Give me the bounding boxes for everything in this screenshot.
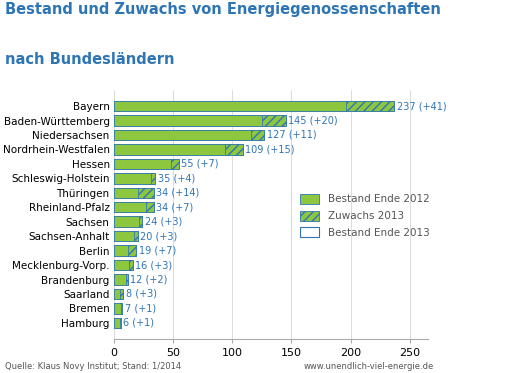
- Text: nach Bundesländern: nach Bundesländern: [5, 52, 174, 67]
- Text: www.unendlich-viel-energie.de: www.unendlich-viel-energie.de: [303, 362, 433, 371]
- Bar: [114, 303, 122, 314]
- Bar: [125, 274, 128, 285]
- Text: 6 (+1): 6 (+1): [123, 318, 154, 328]
- Text: 24 (+3): 24 (+3): [144, 217, 181, 227]
- Bar: [114, 115, 285, 126]
- Bar: [114, 144, 225, 155]
- Bar: [261, 115, 285, 126]
- Bar: [114, 318, 120, 328]
- Bar: [114, 101, 393, 111]
- Bar: [114, 115, 261, 126]
- Text: 8 (+3): 8 (+3): [125, 289, 157, 299]
- Bar: [114, 130, 264, 140]
- Legend: Bestand Ende 2012, Zuwachs 2013, Bestand Ende 2013: Bestand Ende 2012, Zuwachs 2013, Bestand…: [296, 190, 433, 242]
- Bar: [114, 216, 142, 227]
- Text: 109 (+15): 109 (+15): [245, 144, 294, 154]
- Bar: [114, 202, 145, 213]
- Bar: [137, 188, 154, 198]
- Bar: [170, 159, 179, 169]
- Bar: [114, 231, 137, 241]
- Bar: [114, 245, 128, 256]
- Text: 20 (+3): 20 (+3): [139, 231, 177, 241]
- Bar: [114, 173, 150, 184]
- Bar: [114, 130, 250, 140]
- Bar: [114, 260, 132, 270]
- Bar: [114, 188, 137, 198]
- Text: 16 (+3): 16 (+3): [135, 260, 172, 270]
- Bar: [114, 274, 128, 285]
- Text: 34 (+7): 34 (+7): [156, 202, 193, 212]
- Text: 237 (+41): 237 (+41): [396, 101, 445, 111]
- Bar: [128, 245, 136, 256]
- Bar: [114, 303, 121, 314]
- Bar: [129, 260, 132, 270]
- Bar: [114, 173, 155, 184]
- Bar: [345, 101, 393, 111]
- Text: 127 (+11): 127 (+11): [266, 130, 316, 140]
- Bar: [120, 289, 123, 299]
- Text: 35 (+4): 35 (+4): [158, 173, 194, 184]
- Bar: [250, 130, 264, 140]
- Bar: [114, 216, 138, 227]
- Bar: [114, 159, 179, 169]
- Text: 34 (+14): 34 (+14): [156, 188, 199, 198]
- Bar: [120, 318, 121, 328]
- Text: Bestand und Zuwachs von Energiegenossenschaften: Bestand und Zuwachs von Energiegenossens…: [5, 2, 440, 17]
- Bar: [114, 159, 170, 169]
- Bar: [114, 274, 125, 285]
- Bar: [145, 202, 154, 213]
- Bar: [114, 260, 129, 270]
- Bar: [114, 289, 120, 299]
- Bar: [114, 289, 123, 299]
- Text: 7 (+1): 7 (+1): [124, 303, 156, 313]
- Text: Quelle: Klaus Novy Institut; Stand: 1/2014: Quelle: Klaus Novy Institut; Stand: 1/20…: [5, 362, 181, 371]
- Bar: [114, 318, 121, 328]
- Bar: [134, 231, 137, 241]
- Bar: [114, 231, 134, 241]
- Text: 19 (+7): 19 (+7): [138, 245, 176, 256]
- Bar: [121, 303, 122, 314]
- Bar: [114, 202, 154, 213]
- Bar: [114, 245, 136, 256]
- Bar: [225, 144, 242, 155]
- Bar: [114, 188, 154, 198]
- Bar: [114, 144, 242, 155]
- Text: 145 (+20): 145 (+20): [287, 116, 337, 126]
- Text: 55 (+7): 55 (+7): [181, 159, 218, 169]
- Bar: [150, 173, 155, 184]
- Bar: [138, 216, 142, 227]
- Bar: [114, 101, 345, 111]
- Text: 12 (+2): 12 (+2): [130, 275, 168, 285]
